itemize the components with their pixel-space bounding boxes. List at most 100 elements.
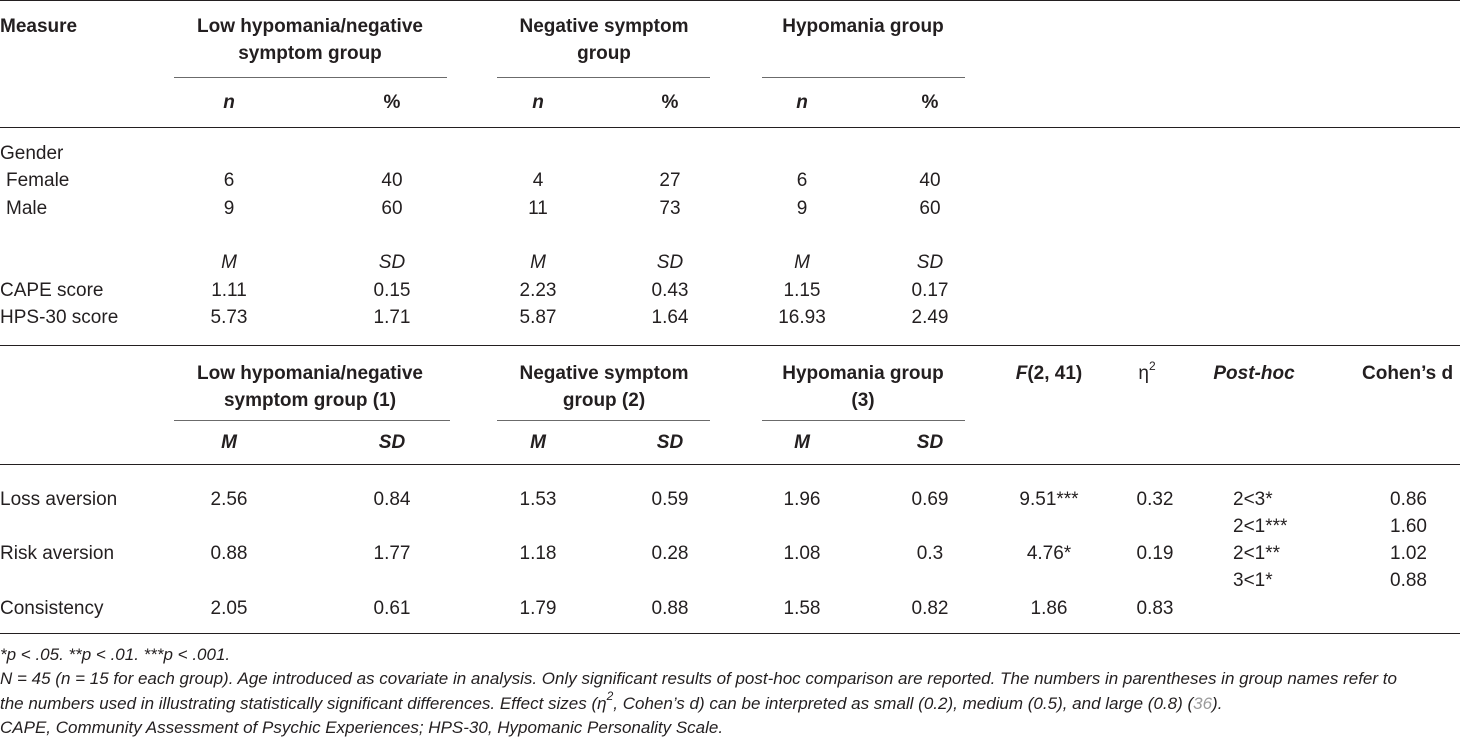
posthoc-value: 2<1** bbox=[1233, 543, 1281, 564]
cell: 60 bbox=[919, 198, 941, 219]
cell: 0.88 bbox=[651, 598, 689, 619]
cell: 0.28 bbox=[651, 543, 689, 564]
row-label: Risk aversion bbox=[0, 543, 115, 564]
gender-label: Gender bbox=[0, 143, 64, 164]
cell: 2.49 bbox=[911, 307, 949, 328]
subheader-sd: SD bbox=[656, 432, 684, 453]
cell: 5.87 bbox=[519, 307, 557, 328]
group2-header-line2: group bbox=[577, 43, 631, 64]
subheader-m: M bbox=[794, 432, 810, 453]
posthoc-header: Post-hoc bbox=[1213, 363, 1295, 384]
abbreviation-note: CAPE, Community Assessment of Psychic Ex… bbox=[0, 718, 724, 737]
subheader-pct: % bbox=[921, 92, 939, 113]
row-label: CAPE score bbox=[0, 280, 104, 301]
group1-header-line2: symptom group bbox=[238, 43, 382, 64]
posthoc-value: 2<3* bbox=[1233, 489, 1273, 510]
f-stat-header: F(2, 41) bbox=[1016, 363, 1083, 385]
group1-header-line1: Low hypomania/negative bbox=[197, 16, 423, 37]
table2-bottom-rule bbox=[0, 633, 1460, 634]
subheader-m: M bbox=[530, 432, 546, 453]
subheader-n: n bbox=[223, 92, 235, 113]
row-label: Consistency bbox=[0, 598, 104, 619]
cell: 1.11 bbox=[211, 280, 247, 301]
eta-symbol: η bbox=[1138, 363, 1149, 384]
cell: 1.18 bbox=[519, 543, 557, 564]
posthoc-value: 3<1* bbox=[1233, 570, 1273, 591]
cohen-value: 1.60 bbox=[1390, 516, 1427, 537]
cell: 1.79 bbox=[519, 598, 557, 619]
cell: 40 bbox=[919, 170, 941, 191]
cohen-value: 1.02 bbox=[1390, 543, 1427, 564]
subheader-m: M bbox=[221, 432, 237, 453]
cell: 1.64 bbox=[651, 307, 689, 328]
cell: 6 bbox=[223, 170, 235, 191]
cell: 9 bbox=[223, 198, 235, 219]
cell: 2.56 bbox=[210, 489, 248, 510]
group2-header-line1: Negative symptom bbox=[519, 16, 689, 37]
t2-group3-header-line2: (3) bbox=[851, 390, 875, 411]
row-label: Male bbox=[6, 198, 48, 219]
subheader-pct: % bbox=[383, 92, 401, 113]
row-label: HPS-30 score bbox=[0, 307, 119, 328]
cohen-value: 0.88 bbox=[1390, 570, 1427, 591]
eta-value: 0.19 bbox=[1136, 543, 1174, 564]
n-note-line2-b: , Cohen’s d) can be interpreted as small… bbox=[613, 694, 1194, 713]
t2-group1-header-line1: Low hypomania/negative bbox=[197, 363, 423, 384]
subheader-sd: SD bbox=[916, 252, 944, 273]
cell: 4 bbox=[532, 170, 544, 191]
table1-header-rule bbox=[0, 127, 1460, 128]
cell: 0.59 bbox=[651, 489, 689, 510]
n-note-eta-sup: 2 bbox=[606, 689, 614, 704]
cell: 0.17 bbox=[911, 280, 949, 301]
t2-group1-header-line2: symptom group (1) bbox=[223, 390, 397, 411]
f-value: 9.51*** bbox=[1019, 489, 1079, 510]
row-label: Female bbox=[6, 170, 70, 191]
group3-underline bbox=[762, 77, 965, 78]
f-value: 4.76* bbox=[1026, 543, 1072, 564]
subheader-sd: SD bbox=[378, 432, 406, 453]
cell: 1.77 bbox=[373, 543, 411, 564]
cell: 1.15 bbox=[783, 280, 821, 301]
cell: 1.58 bbox=[783, 598, 821, 619]
cell: 0.88 bbox=[210, 543, 248, 564]
subheader-sd: SD bbox=[656, 252, 684, 273]
cohen-value: 0.86 bbox=[1390, 489, 1427, 510]
t2-group2-header-line1: Negative symptom bbox=[519, 363, 689, 384]
cell: 73 bbox=[659, 198, 681, 219]
subheader-sd: SD bbox=[916, 432, 944, 453]
cell: 60 bbox=[381, 198, 403, 219]
subheader-pct: % bbox=[661, 92, 679, 113]
measure-header: Measure bbox=[0, 16, 78, 37]
subheader-m: M bbox=[221, 252, 237, 273]
subheader-m: M bbox=[530, 252, 546, 273]
row-label: Loss aversion bbox=[0, 489, 118, 510]
f-stat-header-italic: F bbox=[1015, 363, 1028, 384]
cell: 16.93 bbox=[778, 307, 826, 328]
subheader-n: n bbox=[796, 92, 808, 113]
table-divider-rule bbox=[0, 345, 1460, 346]
cell: 0.69 bbox=[911, 489, 949, 510]
n-note-line2-a: the numbers used in illustrating statist… bbox=[0, 694, 607, 713]
table2-header-rule bbox=[0, 464, 1460, 465]
cell: 0.15 bbox=[373, 280, 411, 301]
t2-group3-header-line1: Hypomania group bbox=[782, 363, 944, 384]
cell: 2.05 bbox=[210, 598, 248, 619]
cell: 1.96 bbox=[783, 489, 821, 510]
posthoc-value: 2<1*** bbox=[1233, 516, 1288, 537]
cell: 0.82 bbox=[911, 598, 949, 619]
t2-group3-underline bbox=[762, 420, 965, 421]
t2-group2-header-line2: group (2) bbox=[562, 390, 646, 411]
cell: 5.73 bbox=[210, 307, 248, 328]
group3-header-line1: Hypomania group bbox=[782, 16, 944, 37]
reference-link[interactable]: 36 bbox=[1193, 694, 1213, 713]
n-note-line2: the numbers used in illustrating statist… bbox=[0, 689, 1223, 716]
f-stat-header-df: (2, 41) bbox=[1027, 363, 1083, 384]
cell: 0.61 bbox=[373, 598, 411, 619]
cohen-header: Cohen’s d bbox=[1362, 363, 1454, 384]
n-note-line2-end: ). bbox=[1212, 694, 1223, 713]
n-note-line1: N = 45 (n = 15 for each group). Age intr… bbox=[0, 669, 1397, 688]
eta-sup: 2 bbox=[1148, 358, 1156, 373]
t2-group1-underline bbox=[174, 420, 450, 421]
cell: 9 bbox=[796, 198, 808, 219]
eta-value: 0.83 bbox=[1136, 598, 1174, 619]
